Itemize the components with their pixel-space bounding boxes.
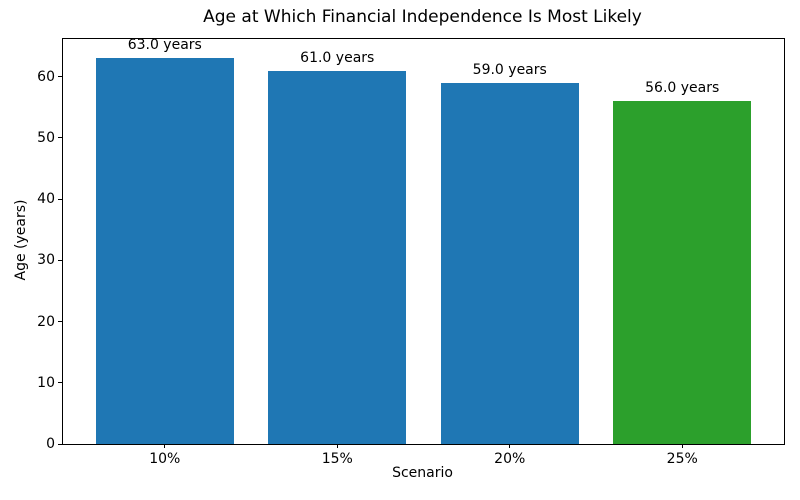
y-tick-label: 50: [37, 129, 55, 146]
y-tick-mark: [58, 443, 62, 445]
x-tick-label: 15%: [321, 451, 353, 467]
bar-value-label: 63.0 years: [127, 37, 202, 54]
y-tick-mark: [58, 259, 62, 261]
y-tick-label: 30: [37, 252, 55, 269]
y-tick-label: 0: [46, 436, 55, 452]
x-tick-label: 25%: [666, 451, 698, 467]
plot-area: 0 10 20 30 40 50 60 63.0 years 10% 61.0 years 15% 5…: [37, 37, 785, 467]
bar-25%: [613, 101, 752, 444]
y-tick-mark: [58, 137, 62, 139]
y-tick-mark: [58, 76, 62, 78]
x-tick-mark: [509, 444, 511, 448]
y-tick-mark: [58, 382, 62, 384]
x-tick-mark: [164, 444, 166, 448]
y-tick-mark: [58, 321, 62, 323]
chart-title: Age at Which Financial Independence Is M…: [203, 7, 642, 27]
y-axis-label: Age (years): [13, 199, 29, 281]
x-tick-mark: [336, 444, 338, 448]
x-tick-label: 10%: [149, 451, 181, 467]
bar-value-label: 59.0 years: [472, 61, 547, 78]
y-tick-label: 40: [37, 191, 55, 208]
bar-15%: [268, 70, 407, 444]
x-tick-label: 20%: [494, 451, 526, 467]
bar-value-label: 56.0 years: [645, 80, 720, 97]
y-tick-label: 60: [37, 68, 55, 85]
x-axis-label: Scenario: [392, 465, 453, 481]
bar-10%: [95, 58, 234, 444]
x-tick-mark: [681, 444, 683, 448]
bar-value-label: 61.0 years: [300, 49, 375, 66]
bar-20%: [440, 82, 579, 444]
y-tick-label: 10: [37, 374, 55, 391]
y-tick-mark: [58, 198, 62, 200]
y-tick-label: 20: [37, 313, 55, 330]
